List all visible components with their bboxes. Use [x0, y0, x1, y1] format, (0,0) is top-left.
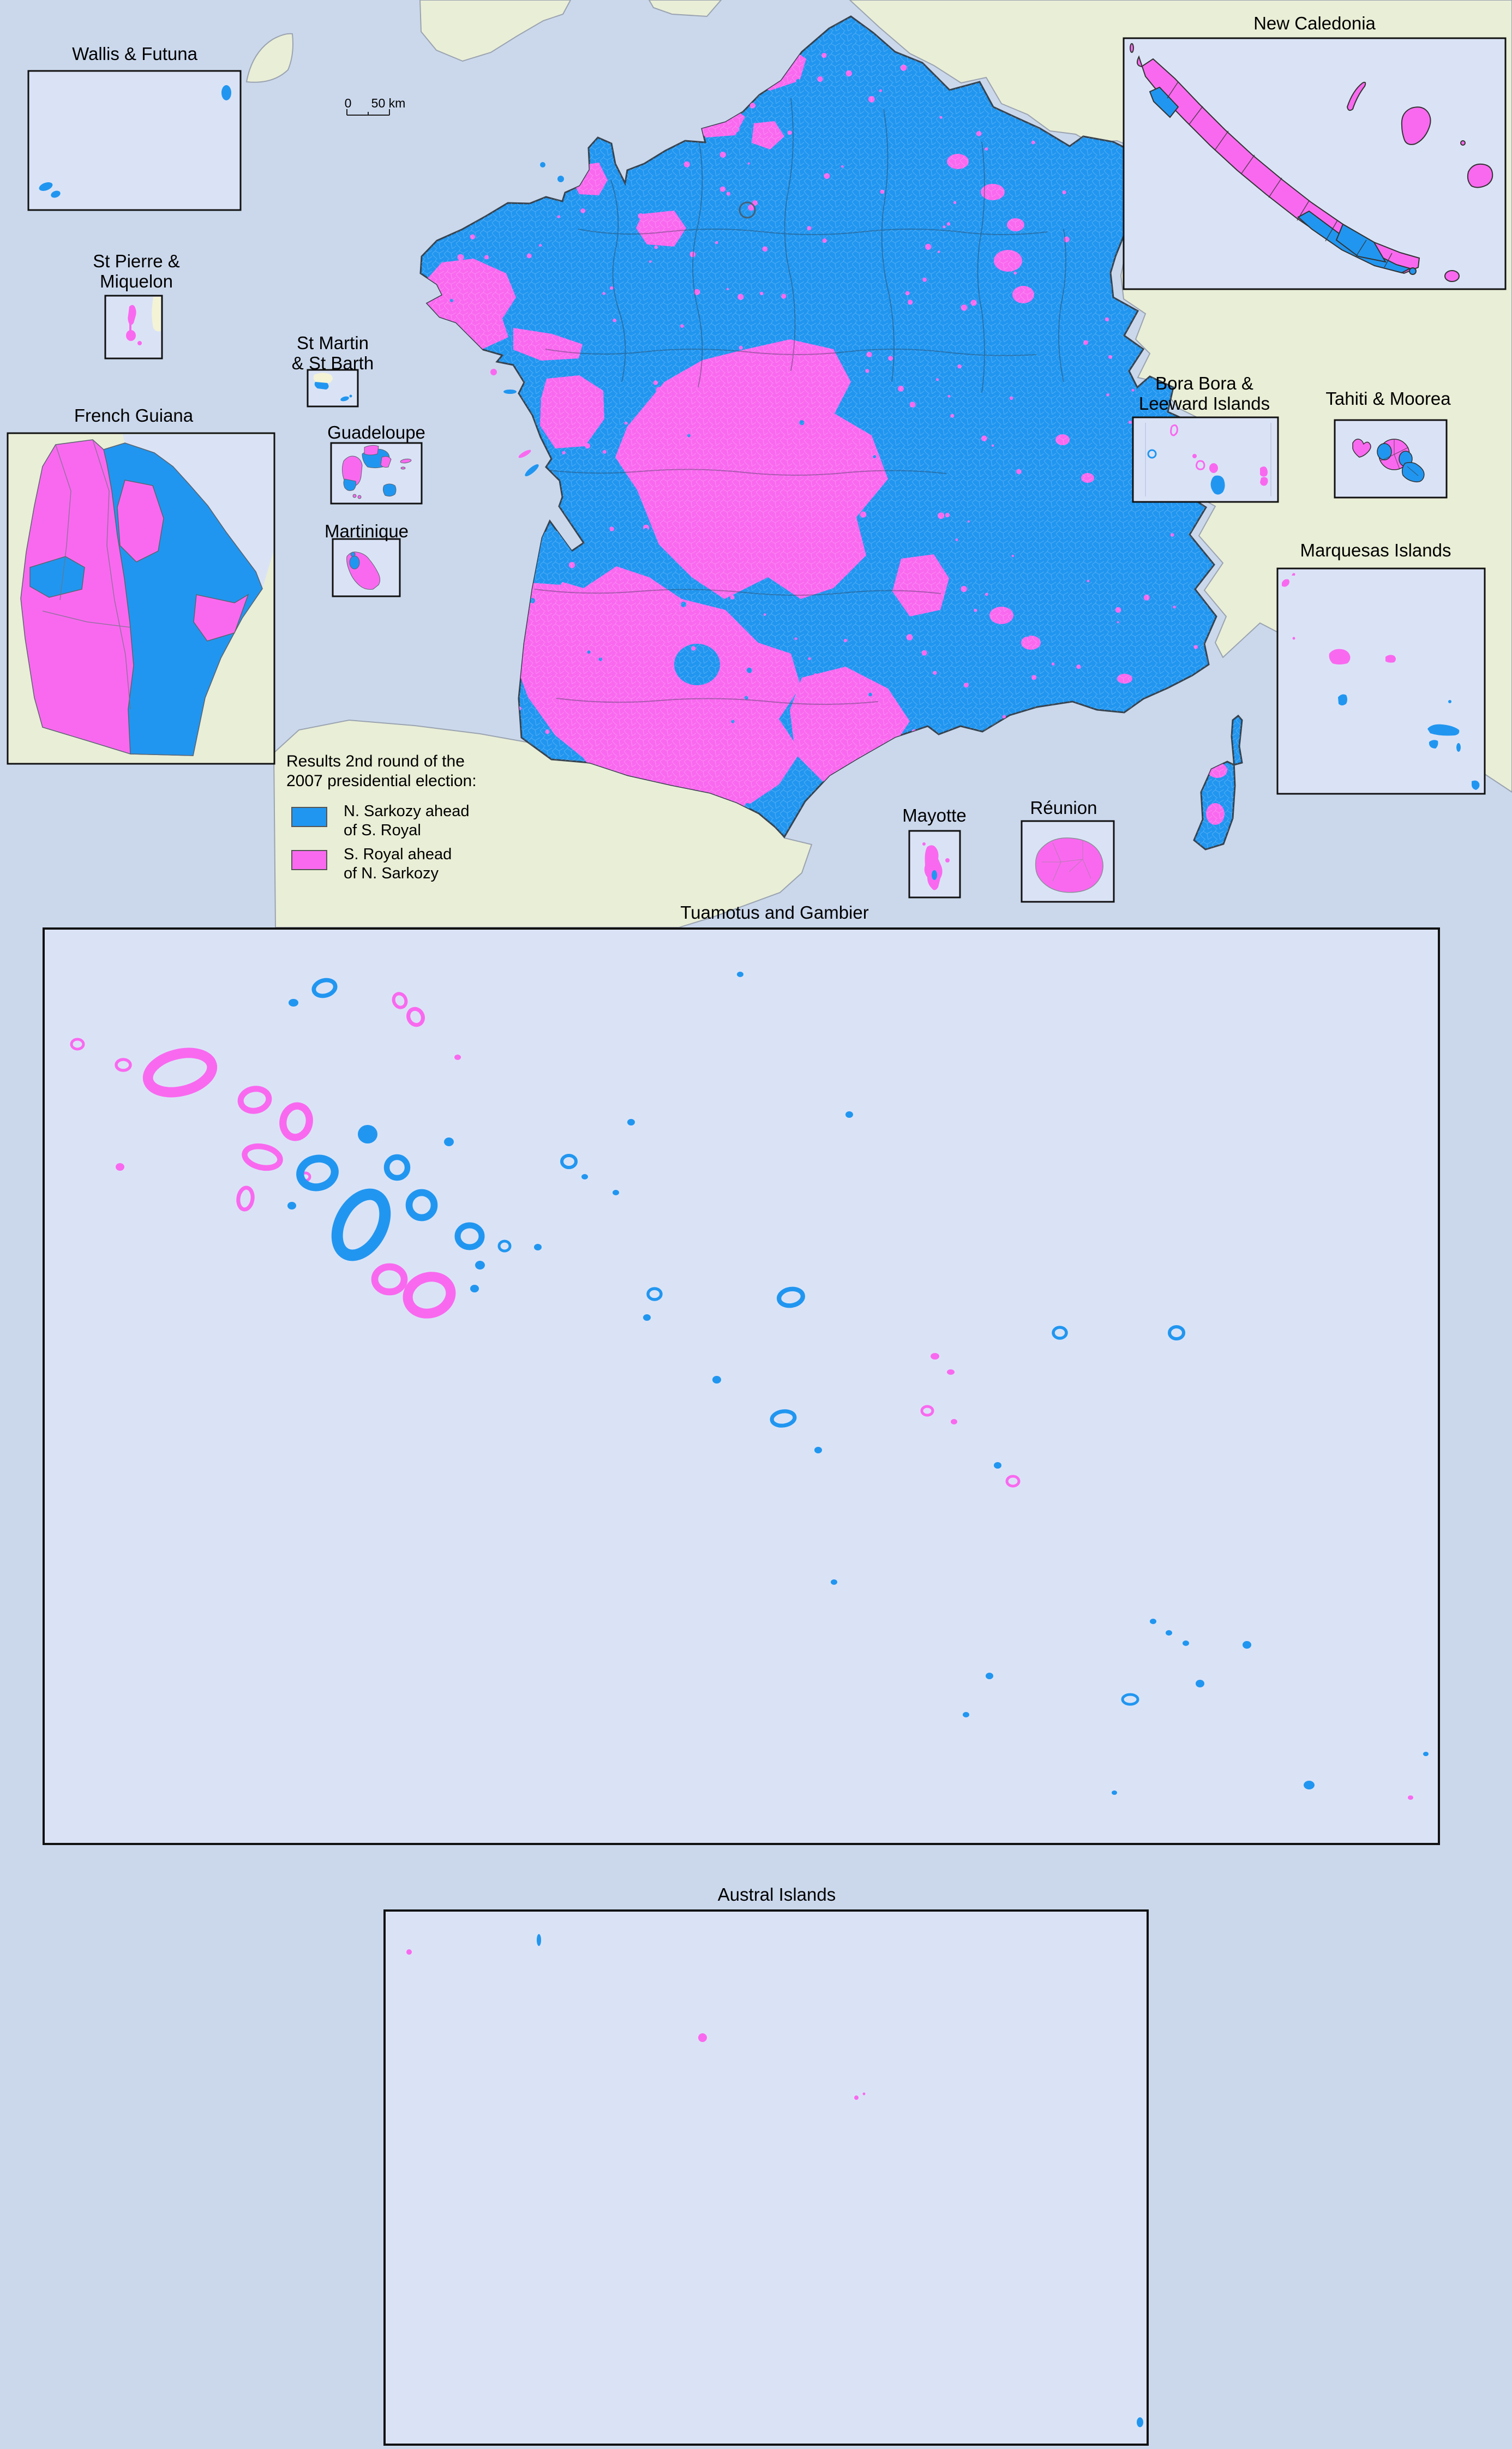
inset-box-wallis-futuna: [27, 70, 242, 211]
inset-label-marquesas: Marquesas Islands: [1300, 540, 1451, 560]
inset-label-st-pierre-miquelon: St Pierre & Miquelon: [93, 251, 180, 292]
background-land-england: [419, 0, 572, 62]
scale-bar-zero-label: 0: [344, 96, 352, 110]
inset-label-st-martin-st-barth: St Martin & St Barth: [291, 333, 374, 374]
background-land-kent: [648, 0, 722, 17]
inset-box-mayotte: [908, 830, 961, 899]
inset-label-guadeloupe: Guadeloupe: [327, 422, 425, 442]
austral-islands: [406, 1934, 1143, 2427]
legend-label-royal: S. Royal ahead of N. Sarkozy: [344, 846, 452, 882]
inset-box-st-martin-st-barth: [307, 369, 359, 408]
inset-box-french-guiana: [7, 432, 275, 765]
tuamotus-atolls: [70, 972, 1429, 1800]
department-boundaries: [534, 98, 1066, 705]
inset-label-austral: Austral Islands: [717, 1884, 836, 1905]
inset-box-guadeloupe: [330, 442, 423, 505]
paris-ring: [739, 201, 756, 219]
legend-swatch-sarkozy: [291, 807, 327, 827]
inset-box-tuamotus: [43, 927, 1440, 1845]
pacific-boxes: [43, 927, 1440, 2446]
inset-label-martinique: Martinique: [324, 521, 409, 541]
inset-box-martinique: [332, 538, 401, 597]
inset-label-bora-bora-leeward: Bora Bora & Leeward Islands: [1138, 373, 1270, 414]
legend-label-sarkozy: N. Sarkozy ahead of S. Royal: [344, 803, 470, 839]
inset-box-new-caledonia: [1123, 37, 1507, 290]
inset-label-new-caledonia: New Caledonia: [1253, 13, 1376, 33]
legend-title: Results 2nd round of the 2007 presidenti…: [286, 752, 477, 790]
coastal-islands: [490, 162, 564, 476]
inset-label-wallis-futuna: Wallis & Futuna: [72, 44, 197, 64]
inset-box-marquesas: [1276, 567, 1486, 795]
inset-box-tahiti-moorea: [1334, 419, 1448, 499]
inset-label-reunion: Réunion: [1030, 798, 1097, 818]
background-land-patch: [245, 33, 293, 83]
inset-label-mayotte: Mayotte: [902, 805, 967, 825]
inset-label-tuamotus-gambier: Tuamotus and Gambier: [680, 902, 869, 923]
inset-box-st-pierre-miquelon: [104, 295, 163, 360]
inset-label-french-guiana: French Guiana: [74, 405, 194, 426]
inset-box-austral: [383, 1909, 1149, 2446]
legend-swatch-royal: [291, 850, 327, 870]
scale-bar: [346, 109, 390, 116]
inset-box-bora-bora-leeward: [1132, 416, 1279, 503]
inset-boxes: [7, 37, 1507, 903]
inset-label-tahiti-moorea: Tahiti & Moorea: [1325, 388, 1451, 409]
inset-box-reunion: [1021, 820, 1115, 903]
scale-bar-distance-label: 50 km: [371, 96, 406, 110]
